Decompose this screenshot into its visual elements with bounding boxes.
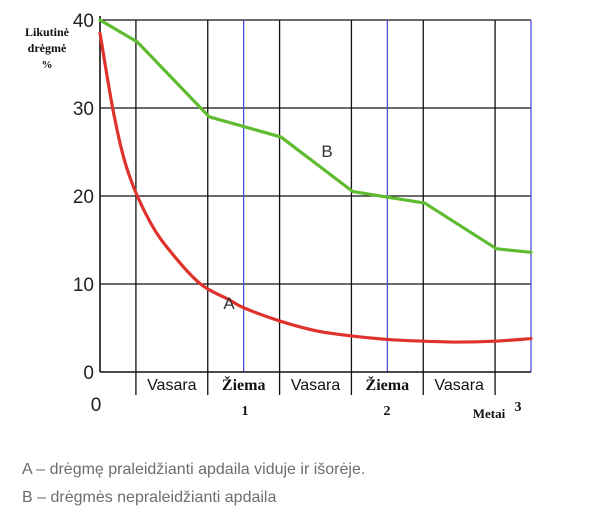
y-tick-label: 30 xyxy=(73,99,94,120)
y-tick-label: 10 xyxy=(73,275,94,296)
axes xyxy=(99,16,531,373)
y-tick-label: 0 xyxy=(83,363,94,384)
year-label: 2 xyxy=(384,404,391,419)
y-axis-label-line-3: % xyxy=(42,59,53,71)
x-axis-label: Metai xyxy=(473,406,506,421)
season-labels: Vasara Žiema Vasara Žiema Vasara xyxy=(147,375,484,394)
year-label: 3 xyxy=(515,400,522,415)
season-label: Žiema xyxy=(222,375,266,394)
season-label: Vasara xyxy=(434,377,484,394)
y-tick-label: 20 xyxy=(73,187,94,208)
y-tick-label: 40 xyxy=(73,11,94,32)
y-axis-label-line-1: Likutinė xyxy=(25,25,70,39)
series-line-b xyxy=(98,18,533,254)
series-line-a xyxy=(98,31,533,344)
series-layer xyxy=(98,18,533,344)
year-labels: 1 2 3 xyxy=(242,400,522,419)
legend-caption-a: A – drėgmę praleidžianti apdaila viduje … xyxy=(22,461,366,478)
y-tick-labels: 40 30 20 10 0 xyxy=(73,11,94,384)
season-label: Vasara xyxy=(147,377,197,394)
y-axis-label-line-2: drėgmė xyxy=(28,41,67,55)
season-label: Žiema xyxy=(366,375,410,394)
season-label: Vasara xyxy=(291,377,341,394)
x-origin-label: 0 xyxy=(91,395,102,416)
series-label-b: B xyxy=(321,142,332,161)
series-label-a: A xyxy=(223,294,235,313)
year-label: 1 xyxy=(242,404,249,419)
legend-caption-b: B – drėgmės nepraleidžianti apdaila xyxy=(22,489,277,506)
grid xyxy=(100,19,531,395)
